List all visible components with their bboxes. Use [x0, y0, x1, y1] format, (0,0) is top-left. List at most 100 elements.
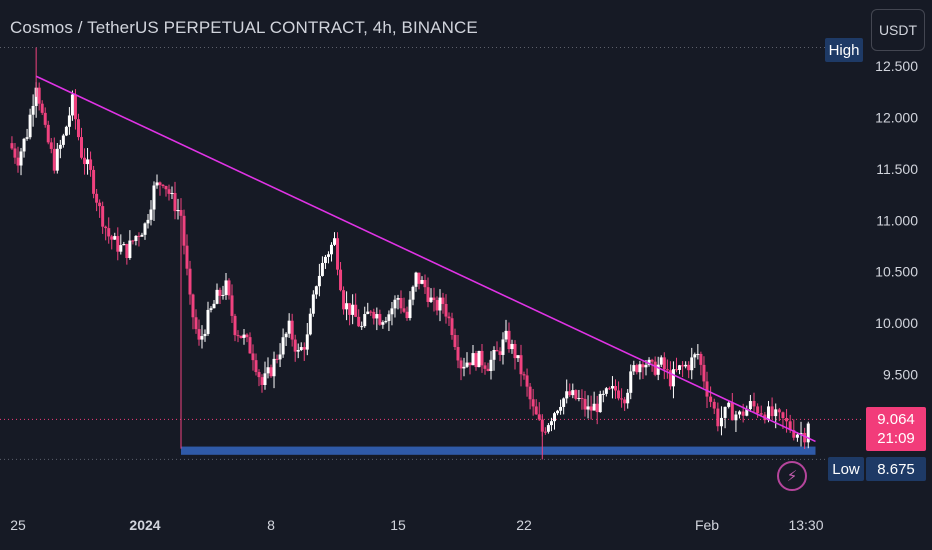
candle: [712, 398, 716, 415]
lightning-icon[interactable]: ⚡: [777, 461, 807, 491]
candle: [342, 286, 346, 315]
candle-body: [230, 295, 234, 316]
candle-body: [647, 359, 651, 365]
candle-body: [408, 299, 412, 319]
candle-body: [716, 408, 720, 427]
candle: [25, 128, 29, 141]
y-axis[interactable]: 12.500 12.000 11.500 11.000 10.500 10.000 9.50…: [875, 58, 918, 434]
candle-body: [89, 159, 93, 170]
candle-body: [626, 392, 630, 404]
candle-body: [623, 399, 627, 404]
candle-body: [678, 365, 682, 370]
candle: [122, 241, 126, 246]
candle: [607, 386, 611, 390]
candle: [647, 357, 651, 367]
candle-body: [632, 365, 636, 372]
candle: [239, 335, 243, 339]
candle-body: [336, 238, 340, 270]
candle: [690, 347, 694, 380]
candle-body: [203, 333, 207, 337]
y-tick-label: 9.500: [883, 367, 918, 383]
candle: [626, 388, 630, 409]
candle: [182, 209, 186, 255]
candle: [734, 410, 738, 432]
x-axis[interactable]: 25 2024 8 15 22 Feb 13:30: [10, 517, 824, 533]
last-price-tag: 9.064 21:09: [866, 407, 926, 451]
candle-body: [197, 329, 201, 340]
candle-body: [510, 343, 514, 350]
candle-body: [293, 339, 297, 352]
candle: [326, 251, 330, 264]
candle-body: [58, 144, 62, 149]
candle: [501, 332, 505, 365]
candle: [311, 290, 315, 317]
candle-body: [212, 303, 216, 309]
candle-body: [333, 238, 336, 245]
candle-body: [568, 391, 572, 396]
candle: [486, 362, 490, 372]
candle-body: [363, 314, 367, 327]
candle-body: [402, 308, 406, 312]
candle-body: [519, 355, 523, 375]
candle-body: [200, 336, 204, 340]
candle: [76, 113, 80, 141]
candle: [101, 201, 105, 234]
candle: [317, 263, 321, 297]
candle-body: [61, 135, 65, 145]
candle-body: [390, 308, 394, 315]
candle: [348, 303, 352, 326]
candle: [351, 294, 355, 325]
candle: [86, 147, 90, 175]
candle-body: [104, 226, 108, 229]
candle-body: [107, 228, 111, 237]
candle-body: [236, 335, 240, 337]
candle: [632, 360, 636, 376]
candle-body: [617, 390, 621, 399]
candle: [447, 312, 451, 327]
candle: [702, 356, 706, 389]
candle: [498, 347, 502, 362]
candle-body: [489, 359, 493, 371]
candle-body: [92, 169, 96, 194]
currency-button[interactable]: USDT: [871, 9, 925, 51]
candle: [759, 405, 763, 417]
candle-body: [191, 294, 195, 318]
candle: [372, 308, 376, 325]
candle: [22, 137, 26, 158]
x-tick-label: 25: [10, 517, 26, 533]
candle: [272, 351, 276, 389]
candle-body: [792, 430, 796, 438]
candle: [305, 322, 309, 356]
candle: [546, 423, 550, 434]
candle-body: [423, 280, 427, 288]
candle-body: [55, 148, 59, 171]
candle-body: [601, 393, 605, 395]
candle: [671, 361, 675, 399]
candle-body: [227, 280, 231, 296]
candle-body: [702, 364, 706, 382]
candle-body: [372, 311, 376, 319]
candle: [89, 151, 93, 177]
candle-body: [565, 391, 569, 399]
candle: [598, 390, 602, 413]
candle-body: [284, 333, 288, 338]
candle-body: [745, 409, 749, 416]
candle: [483, 362, 487, 375]
candle: [209, 306, 213, 313]
candle-body: [317, 275, 321, 287]
candle: [537, 402, 541, 421]
candle-body: [480, 350, 484, 366]
x-tick-label: 2024: [129, 517, 160, 533]
candle: [221, 285, 225, 300]
candle-body: [167, 189, 171, 194]
candle-body: [31, 105, 35, 115]
candle: [173, 181, 177, 220]
candle-body: [595, 403, 599, 413]
candle-body: [662, 357, 666, 370]
candle: [641, 361, 645, 379]
candle-body: [13, 148, 17, 158]
candle: [519, 344, 523, 387]
candle-body: [28, 114, 32, 138]
candle: [574, 389, 578, 401]
